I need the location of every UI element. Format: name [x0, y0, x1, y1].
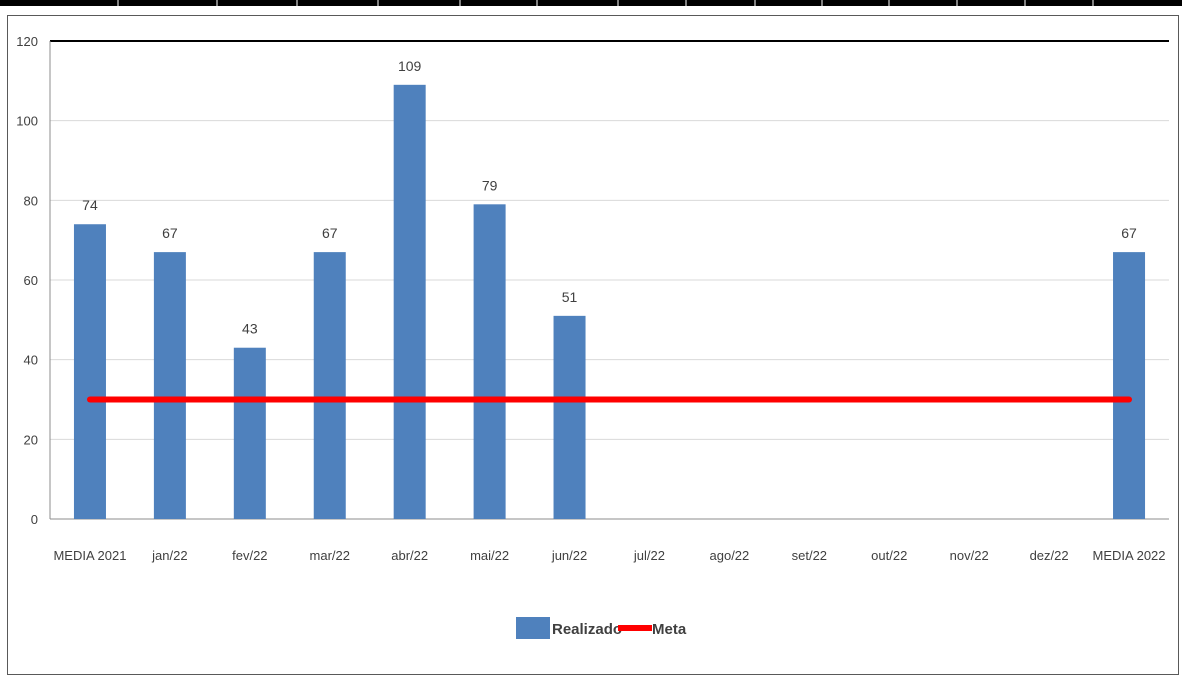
- y-tick-label: 60: [24, 273, 38, 288]
- bar-fev/22: [233, 347, 266, 519]
- data-label: 79: [482, 177, 498, 193]
- bar-abr/22: [393, 84, 426, 520]
- data-label: 67: [1121, 225, 1137, 241]
- x-tick-label: ago/22: [710, 548, 750, 563]
- legend-label-realizado: Realizado: [552, 621, 622, 638]
- x-axis-ticks: MEDIA 2021 jan/22 fev/22 mar/22 abr/22 mai/22…: [53, 548, 1165, 563]
- data-label: 43: [242, 321, 258, 337]
- y-tick-label: 20: [24, 432, 38, 447]
- data-label: 51: [562, 289, 578, 305]
- legend-label-meta: Meta: [652, 621, 687, 638]
- bar-chart: 0 20 40 60 80 100 120 74 67 43 67 109 79 51 67 MEDIA …: [16, 34, 1169, 639]
- y-tick-label: 80: [24, 193, 38, 208]
- x-tick-label: out/22: [871, 548, 907, 563]
- x-tick-label: abr/22: [391, 548, 428, 563]
- header-grid-strip: [0, 0, 1182, 6]
- x-tick-label: MEDIA 2022: [1093, 548, 1166, 563]
- x-tick-label: dez/22: [1030, 548, 1069, 563]
- x-tick-label: set/22: [792, 548, 827, 563]
- y-tick-label: 0: [31, 512, 38, 527]
- bar-mar/22: [313, 252, 346, 519]
- data-label: 74: [82, 197, 98, 213]
- legend-swatch-meta: [618, 625, 652, 631]
- data-label: 67: [162, 225, 178, 241]
- y-tick-label: 100: [16, 114, 38, 129]
- bars-realizado: [73, 84, 1146, 520]
- data-labels: 74 67 43 67 109 79 51 67: [82, 58, 1137, 337]
- x-tick-label: nov/22: [950, 548, 989, 563]
- x-tick-label: jun/22: [551, 548, 587, 563]
- x-tick-label: mar/22: [310, 548, 350, 563]
- bar-jun/22: [553, 315, 586, 519]
- gridlines: [49, 40, 1169, 520]
- y-axis-ticks: 0 20 40 60 80 100 120: [16, 34, 38, 527]
- bar-jan/22: [153, 252, 186, 519]
- legend-swatch-realizado: [516, 617, 550, 639]
- x-tick-label: jan/22: [151, 548, 187, 563]
- x-tick-label: MEDIA 2021: [53, 548, 126, 563]
- bar-MEDIA 2022: [1113, 252, 1146, 519]
- x-tick-label: jul/22: [633, 548, 665, 563]
- data-label: 67: [322, 225, 338, 241]
- bar-MEDIA 2021: [73, 224, 106, 519]
- x-tick-label: mai/22: [470, 548, 509, 563]
- legend: Realizado Meta: [516, 617, 687, 639]
- x-tick-label: fev/22: [232, 548, 267, 563]
- y-tick-label: 40: [24, 353, 38, 368]
- y-tick-label: 120: [16, 34, 38, 49]
- data-label: 109: [398, 58, 422, 74]
- bar-mai/22: [473, 204, 506, 520]
- chart-area: 0 20 40 60 80 100 120 74 67 43 67 109 79 51 67 MEDIA …: [7, 15, 1179, 675]
